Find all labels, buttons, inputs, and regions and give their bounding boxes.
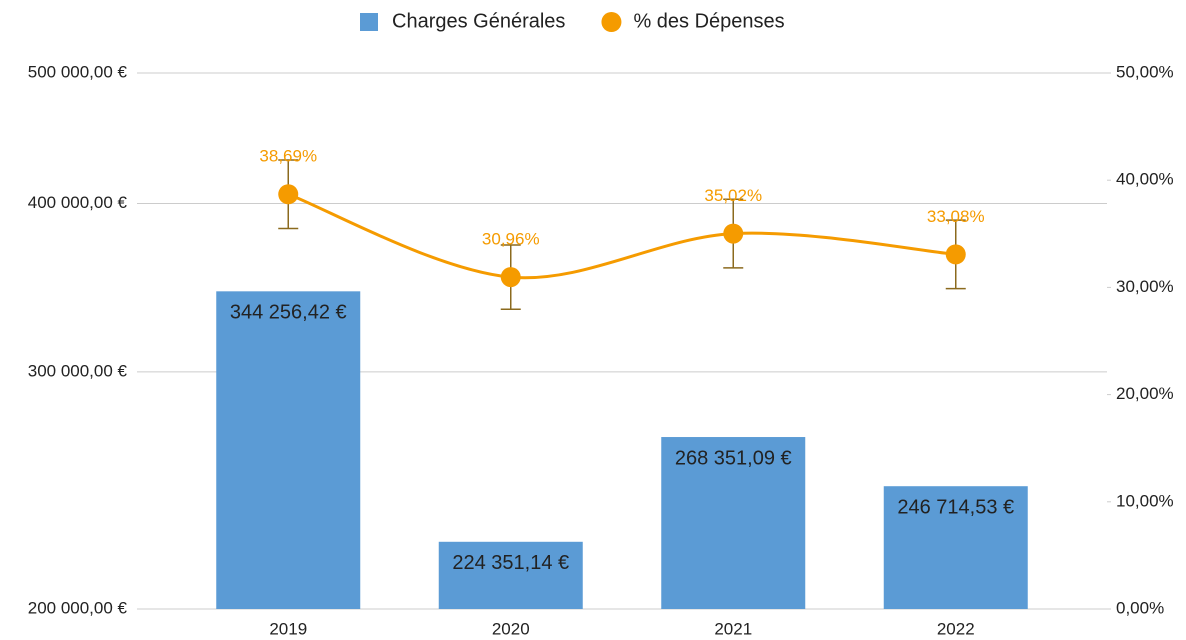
point-label: 38,69% [259,147,317,166]
x-tick-label: 2021 [714,619,752,638]
y2-tick-label: 30,00% [1116,277,1174,296]
legend-swatch [601,12,622,32]
y2-tick-label: 10,00% [1116,491,1174,510]
y-tick-label: 200 000,00 € [28,598,128,617]
x-tick-label: 2019 [269,619,307,638]
y-tick-label: 400 000,00 € [28,193,128,212]
bar-label: 246 714,53 € [897,496,1014,518]
x-tick-label: 2020 [492,619,530,638]
point-label: 35,02% [704,186,762,205]
y2-tick-label: 50,00% [1116,62,1174,81]
bar [438,541,583,609]
legend-label: % des Dépenses [633,10,784,32]
line [287,192,956,280]
bar [216,291,361,609]
bar-label: 344 256,42 € [230,302,347,324]
y2-tick-label: 20,00% [1116,384,1174,403]
line-point [278,184,299,205]
line-point [500,267,521,288]
bar [883,486,1028,609]
legend-label: Charges Générales [392,10,565,32]
point-label: 30,96% [482,230,540,249]
bar-label: 224 351,14 € [452,552,569,574]
y-tick-label: 500 000,00 € [28,62,128,81]
y2-tick-label: 40,00% [1116,170,1174,189]
line-point [945,244,966,265]
x-tick-label: 2022 [937,619,975,638]
bar [661,437,806,609]
y2-tick-label: 0,00% [1116,598,1164,617]
bar-label: 268 351,09 € [675,447,792,469]
line-point [723,223,744,244]
y-tick-label: 300 000,00 € [28,361,128,380]
legend-swatch [360,13,378,31]
point-label: 33,08% [927,207,985,226]
